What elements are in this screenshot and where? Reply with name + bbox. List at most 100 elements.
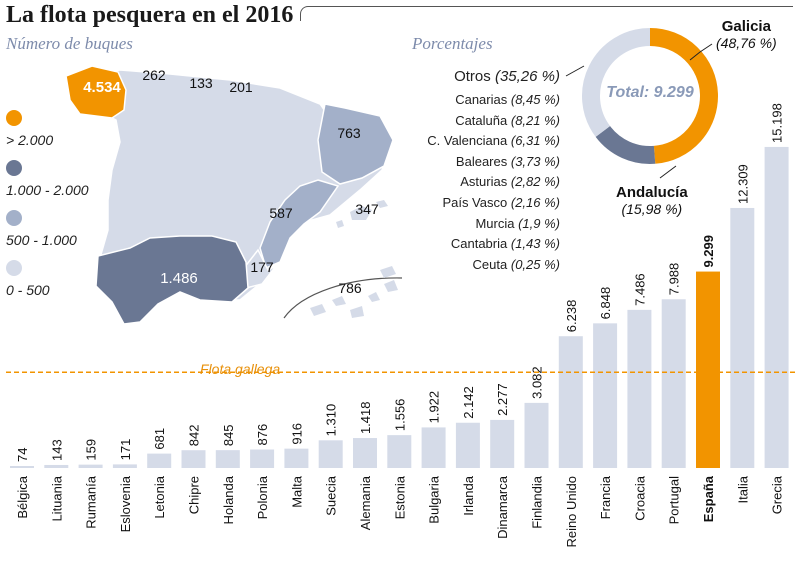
bar-value-label: 1.922 <box>427 391 442 424</box>
bar-value-label: 143 <box>49 439 64 461</box>
legend-label-over-2000: > 2.000 <box>6 132 54 148</box>
bar-value-label: 74 <box>15 448 30 462</box>
map-label-paisvasco: 201 <box>229 79 253 95</box>
donut-total: Total: 9.299 <box>606 84 694 101</box>
map-region-galicia <box>65 65 127 119</box>
title-rule <box>300 6 793 21</box>
canarias-inset-frame <box>283 277 403 319</box>
legend-swatch-0-500 <box>6 260 22 276</box>
donut-label-galicia: Galicia (48,76 %) <box>716 18 777 51</box>
pct-row: Canarias (8,45 %) <box>455 92 560 107</box>
pct-name: Asturias <box>460 174 508 190</box>
bar-10 <box>353 438 377 468</box>
bar-category-label: Malta <box>289 475 304 508</box>
leader-otros <box>565 65 585 77</box>
bar-6 <box>215 450 240 468</box>
bar-21 <box>730 207 755 468</box>
pct-row: Baleares (3,73 %) <box>456 154 560 169</box>
pct-row: Murcia (1,9 %) <box>475 216 560 231</box>
bar-category-label: Irlanda <box>461 475 476 516</box>
bar-value-label: 681 <box>152 428 167 450</box>
bar-value-label: 171 <box>118 439 133 461</box>
bar-category-label: Portugal <box>667 476 682 525</box>
bar-3 <box>112 464 137 468</box>
pct-name: Otros <box>454 68 491 85</box>
pct-row: C. Valenciana (6,31 %) <box>427 133 560 148</box>
pct-name: Cataluña <box>455 112 508 128</box>
pct-value: (8,45 %) <box>510 92 560 107</box>
bar-0 <box>10 466 34 468</box>
donut-label-galicia-name: Galicia <box>721 18 771 35</box>
pct-value: (3,73 %) <box>510 153 560 169</box>
pct-value: (0,25 %) <box>510 256 560 272</box>
pct-row: Ceuta (0,25 %) <box>473 257 560 272</box>
donut-slice-andalucia <box>595 125 656 164</box>
bar-chart: 74 Bélgica 143 Lituania 159 Rumanía 171 Esloven… <box>10 103 789 548</box>
bar-category-label: Estonia <box>392 475 407 519</box>
pct-value: (1,9 %) <box>518 215 560 231</box>
bar-value-label: 7.486 <box>632 273 647 306</box>
bar-value-label: 2.277 <box>495 383 510 416</box>
bar-value-label: 6.238 <box>564 300 579 333</box>
bar-category-label: Rumanía <box>84 475 99 529</box>
bar-category-label: Bélgica <box>15 475 30 518</box>
map-region-andalucia <box>95 235 249 325</box>
pct-name: Murcia <box>475 215 515 231</box>
map-region-baleares-2 <box>376 200 388 208</box>
pct-value: (2,82 %) <box>510 174 560 190</box>
donut-label-andalucia-value: (15,98 %) <box>621 201 683 217</box>
pct-name: Ceuta <box>472 256 508 272</box>
bar-category-label: Lituania <box>49 475 64 521</box>
map-label-galicia: 4.534 <box>83 79 121 96</box>
bar-category-label: Holanda <box>221 475 236 524</box>
bar-category-label: Eslovenia <box>118 475 133 532</box>
bar-value-label: 9.299 <box>701 235 716 268</box>
bar-value-label: 1.418 <box>358 401 373 434</box>
bar-15 <box>524 402 549 468</box>
map-region-canarias-3 <box>350 306 364 318</box>
map-heading: Número de buques <box>6 34 133 53</box>
bar-11 <box>387 435 412 468</box>
bar-value-label: 1.310 <box>324 404 339 437</box>
bar-value-label: 15.198 <box>770 103 785 143</box>
legend-label-0-500: 0 - 500 <box>6 282 50 298</box>
pct-row: Asturias (2,82 %) <box>460 174 560 189</box>
bar-value-label: 159 <box>84 439 99 461</box>
leader-andalucia <box>659 165 677 179</box>
bar-category-label: Letonia <box>152 475 167 518</box>
map-label-andalucia: 1.486 <box>160 270 198 287</box>
bar-value-label: 6.848 <box>598 287 613 320</box>
bar-category-label: Suecia <box>324 475 339 516</box>
page-title: La flota pesquera en el 2016 <box>6 2 294 28</box>
bar-13 <box>455 422 480 468</box>
map-label-murcia: 177 <box>250 259 274 275</box>
map-region-baleares <box>350 206 372 220</box>
pct-name: Cantabria <box>450 236 508 252</box>
pct-name: Baleares <box>455 153 508 169</box>
donut-chart <box>582 28 718 164</box>
bar-14 <box>490 419 515 468</box>
leader-galicia <box>689 43 713 61</box>
bar-value-label: 1.556 <box>392 399 407 432</box>
map-label-cataluna: 763 <box>337 125 361 141</box>
bar-22 <box>764 146 789 468</box>
bar-value-label: 7.988 <box>667 263 682 296</box>
pct-name: País Vasco <box>442 195 508 210</box>
pct-value: (2,16 %) <box>510 195 560 210</box>
donut-label-andalucia-name: Andalucía <box>616 184 688 201</box>
bar-value-label: 845 <box>221 424 236 446</box>
pct-row-otros: Otros (35,26 %) <box>454 68 560 85</box>
pct-name: C. Valenciana <box>427 133 508 149</box>
donut-label-galicia-value: (48,76 %) <box>716 35 777 51</box>
bar-category-label: Chipre <box>187 476 202 514</box>
bar-value-label: 2.142 <box>461 386 476 419</box>
bar-value-label: 3.082 <box>530 366 545 399</box>
bar-category-label: Finlandia <box>530 475 545 529</box>
map-region-canarias-5 <box>384 280 398 292</box>
map-region-canarias-6 <box>380 266 396 278</box>
bar-16 <box>558 336 583 468</box>
map-region-canarias-2 <box>332 296 346 306</box>
reference-line-label: Flota gallega <box>200 361 281 377</box>
